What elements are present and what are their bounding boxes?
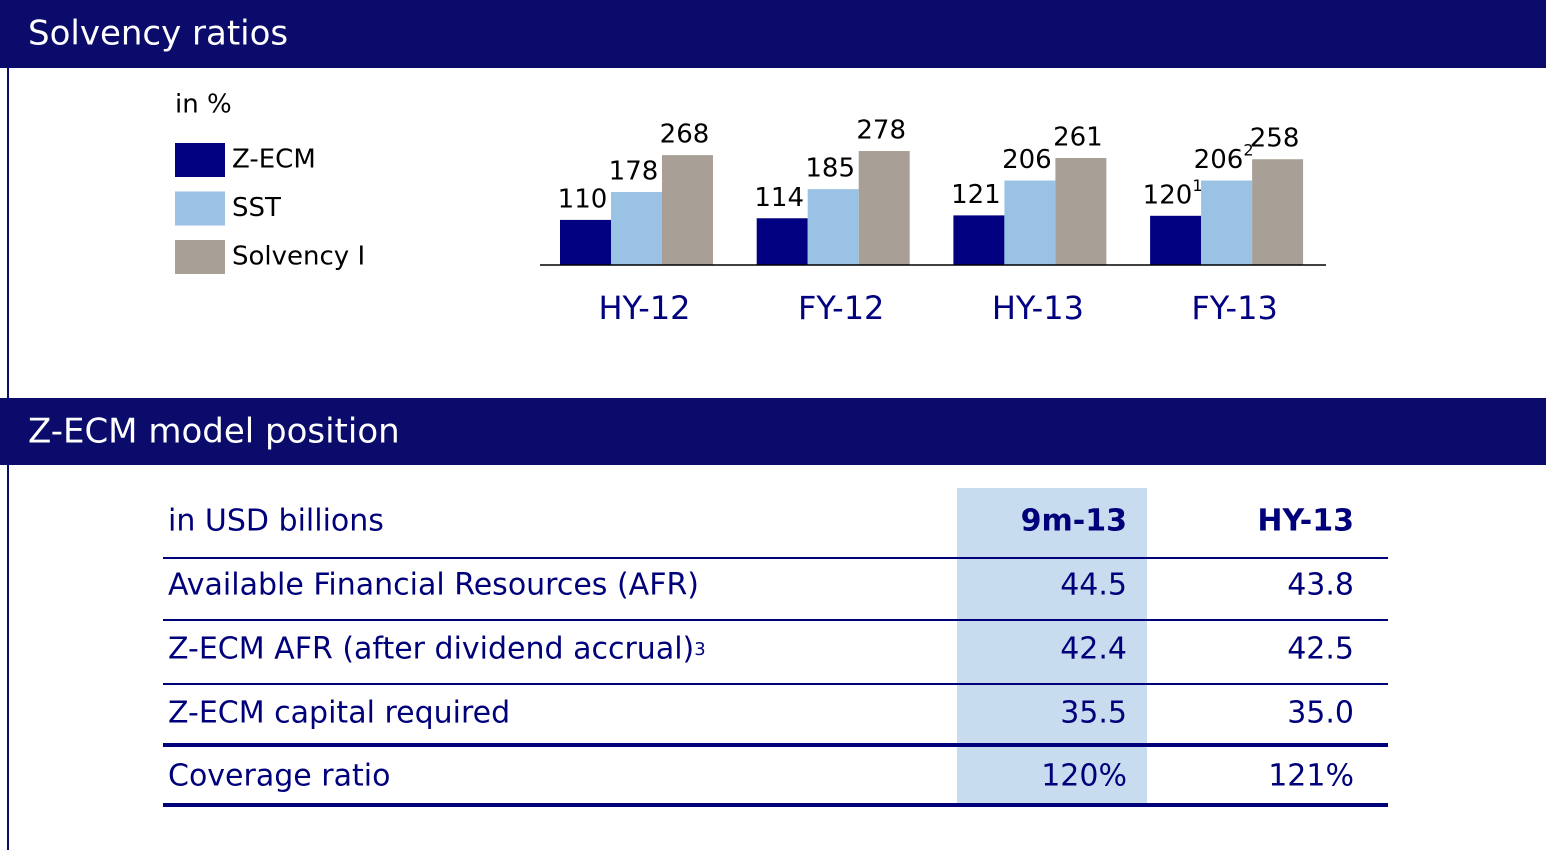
value-label: 268 — [660, 120, 710, 150]
value-label: 121 — [951, 180, 1001, 210]
footnote-mark: 3 — [694, 639, 705, 660]
table-header: 9m-13 — [1021, 504, 1127, 539]
bar — [662, 155, 713, 265]
bar — [611, 192, 662, 265]
cell-value: 120% — [1041, 759, 1127, 794]
bar — [953, 215, 1005, 265]
cell-value: 43.8 — [1287, 568, 1354, 603]
row-label: Available Financial Resources (AFR) — [168, 568, 699, 603]
row-label: Coverage ratio — [168, 759, 390, 794]
x-tick-label: HY-12 — [598, 289, 690, 327]
bar — [1201, 180, 1253, 265]
cell-value: 44.5 — [1060, 568, 1127, 603]
legend-label: Z-ECM — [232, 145, 316, 175]
cell-value: 35.5 — [1060, 696, 1127, 731]
value-label: 178 — [609, 157, 659, 187]
bar — [1004, 180, 1056, 265]
bar — [1055, 157, 1107, 265]
unit-label: in % — [175, 90, 232, 120]
value-label: 206 — [1002, 145, 1052, 175]
value-label: 185 — [805, 154, 855, 184]
table-header: HY-13 — [1257, 504, 1354, 539]
value-label: 2062 — [1194, 140, 1254, 175]
footnote-mark: 1 — [1192, 175, 1202, 194]
footnote-mark: 2 — [1243, 140, 1253, 159]
bar — [756, 218, 808, 265]
bar — [1150, 215, 1202, 265]
bar — [1252, 159, 1304, 265]
row-label: Z-ECM AFR (after dividend accrual)3 — [168, 632, 706, 667]
value-label: 1201 — [1143, 175, 1203, 210]
cell-value: 42.4 — [1060, 632, 1127, 667]
x-tick-label: HY-13 — [992, 289, 1084, 327]
legend-swatch — [175, 240, 225, 274]
cell-value: 121% — [1268, 759, 1354, 794]
table-header: in USD billions — [168, 504, 384, 539]
value-label: 261 — [1053, 122, 1103, 152]
value-label: 278 — [856, 116, 906, 146]
row-label: Z-ECM capital required — [168, 696, 510, 731]
legend-label: Solvency I — [232, 242, 365, 272]
cell-value: 35.0 — [1287, 696, 1354, 731]
cell-value: 42.5 — [1287, 632, 1354, 667]
value-label: 114 — [754, 183, 804, 213]
legend-swatch — [175, 191, 225, 226]
section-title: Z-ECM model position — [28, 412, 400, 452]
legend-swatch — [175, 143, 225, 177]
value-label: 110 — [558, 184, 608, 214]
bar — [807, 189, 859, 265]
legend-label: SST — [232, 193, 281, 223]
value-label: 258 — [1250, 124, 1300, 154]
bar — [560, 219, 611, 265]
x-tick-label: FY-13 — [1191, 289, 1277, 327]
highlight-column — [957, 488, 1147, 805]
section-header — [0, 0, 1546, 68]
section-title: Solvency ratios — [28, 14, 288, 54]
x-tick-label: FY-12 — [798, 289, 884, 327]
bar — [858, 151, 910, 265]
section-header — [0, 398, 1546, 465]
